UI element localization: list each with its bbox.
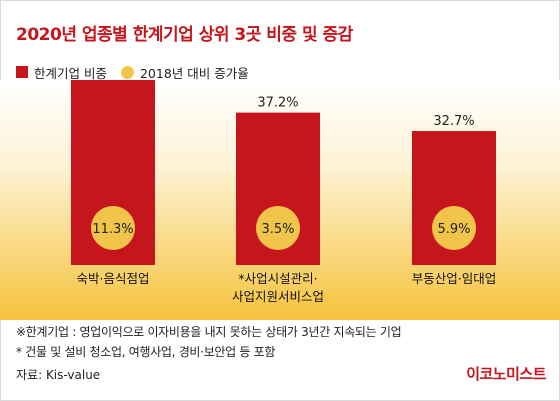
bar-chart: 45.4%11.3%숙박·음식점업37.2%3.5%*사업시설관리·사업지원서비… [0,80,560,320]
growth-dot-3 [432,206,476,250]
legend-dot-label: 2018년 대비 증가율 [139,65,249,81]
legend-bar-label: 한계기업 비중 [34,65,107,81]
chart-title: 2020년 업종별 한계기업 상위 3곳 비중 및 증감 [16,25,353,45]
source-note: 자료: Kis-value [16,368,101,382]
footnote-definition: ※한계기업 : 영업이익으로 이자비용을 내지 못하는 상태가 3년간 지속되는… [16,325,402,339]
category-label-1: 숙박·음식점업 [77,271,150,286]
growth-value-label-1: 11.3% [92,222,133,237]
bar-value-label-2: 37.2% [257,96,298,111]
growth-value-label-2: 3.5% [261,222,294,237]
bar-value-label-3: 32.7% [433,114,474,129]
legend-bar-swatch [16,66,28,78]
legend-dot-swatch [120,65,134,79]
category-label-2-line-1: *사업시설관리· [238,271,317,286]
footnote-included: * 건물 및 설비 청소업, 여행사업, 경비·보안업 등 포함 [16,345,276,359]
chart-legend: 한계기업 비중 2018년 대비 증가율 [16,64,249,81]
brand-logo: 이코노미스트 [466,365,546,383]
growth-value-label-3: 5.9% [437,222,470,237]
growth-dot-2 [256,206,300,250]
category-label-2-line-2: 사업지원서비스업 [232,289,324,304]
category-label-3: 부동산업·임대업 [412,271,496,286]
growth-dot-1 [91,206,135,250]
